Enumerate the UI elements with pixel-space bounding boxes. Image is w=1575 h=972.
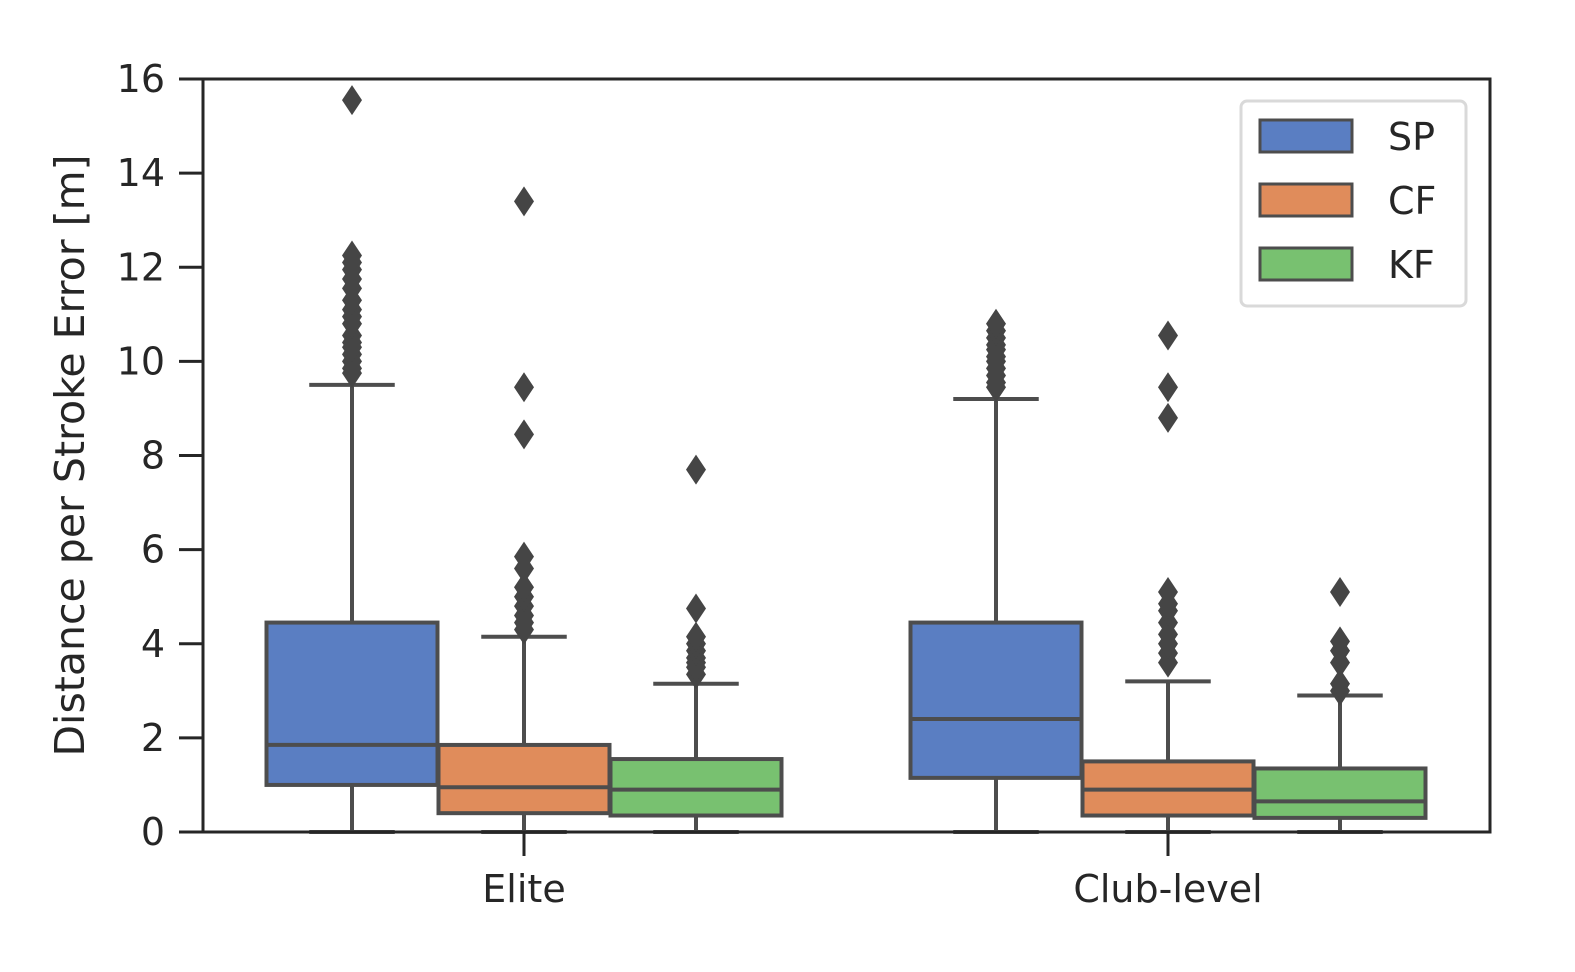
y-tick-label: 12 <box>117 245 165 289</box>
legend-swatch-sp <box>1258 118 1354 154</box>
outlier-point <box>1330 576 1350 607</box>
box-body <box>1252 766 1428 820</box>
outlier-point <box>1330 626 1350 657</box>
box-cf-club-level <box>1080 320 1256 834</box>
y-tick-label: 6 <box>141 528 165 572</box>
outlier-point <box>1158 372 1178 403</box>
legend-label-kf: KF <box>1388 243 1435 287</box>
y-tick-label: 8 <box>141 434 165 478</box>
outlier-point <box>514 419 534 450</box>
outlier-point <box>342 85 362 116</box>
box-body <box>608 757 784 818</box>
outlier-point <box>1158 576 1178 607</box>
box-body <box>264 620 440 787</box>
outlier-point <box>1158 402 1178 433</box>
y-tick-label: 10 <box>117 339 165 383</box>
box-kf-elite <box>608 454 784 834</box>
outlier-point <box>686 593 706 624</box>
outlier-point <box>342 240 362 271</box>
outlier-point <box>1158 320 1178 351</box>
outlier-point <box>514 541 534 572</box>
outlier-point <box>686 621 706 652</box>
y-tick-label: 16 <box>117 57 165 101</box>
box-body <box>908 620 1084 780</box>
x-tick-label: Club-level <box>1073 867 1262 911</box>
box-kf-club-level <box>1252 576 1428 834</box>
y-axis-label: Distance per Stroke Error [m] <box>46 154 94 756</box>
y-axis-ticks: 0 2 4 6 8 10 12 14 16 <box>117 57 203 854</box>
legend-swatch-kf <box>1258 246 1354 282</box>
outlier-point <box>514 372 534 403</box>
legend-label-sp: SP <box>1388 115 1435 159</box>
outlier-point <box>514 186 534 217</box>
y-tick-label: 0 <box>141 810 165 854</box>
box-sp-elite <box>264 85 440 834</box>
box-body <box>436 742 612 816</box>
outlier-point <box>986 308 1006 339</box>
box-cf-elite <box>436 186 612 834</box>
outlier-point <box>514 572 534 603</box>
y-tick-label: 14 <box>117 151 165 195</box>
outlier-point <box>1330 668 1350 699</box>
legend-swatch-cf <box>1258 182 1354 218</box>
y-tick-label: 2 <box>141 716 165 760</box>
plot-frame <box>201 77 1492 834</box>
x-axis-ticks: Elite Club-level <box>482 832 1263 911</box>
legend-label-cf: CF <box>1388 179 1436 223</box>
x-tick-label: Elite <box>482 867 565 911</box>
box-sp-club-level <box>908 308 1084 834</box>
legend: SP CF KF <box>1239 99 1468 308</box>
outlier-point <box>686 454 706 485</box>
y-tick-label: 4 <box>141 622 165 666</box>
